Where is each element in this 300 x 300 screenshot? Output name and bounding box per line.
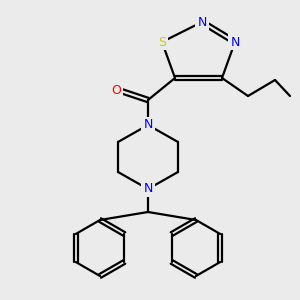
Text: O: O [111, 83, 121, 97]
Text: S: S [158, 35, 166, 49]
Text: N: N [197, 16, 207, 28]
Text: N: N [230, 35, 240, 49]
Text: N: N [143, 118, 153, 131]
Text: N: N [143, 182, 153, 196]
